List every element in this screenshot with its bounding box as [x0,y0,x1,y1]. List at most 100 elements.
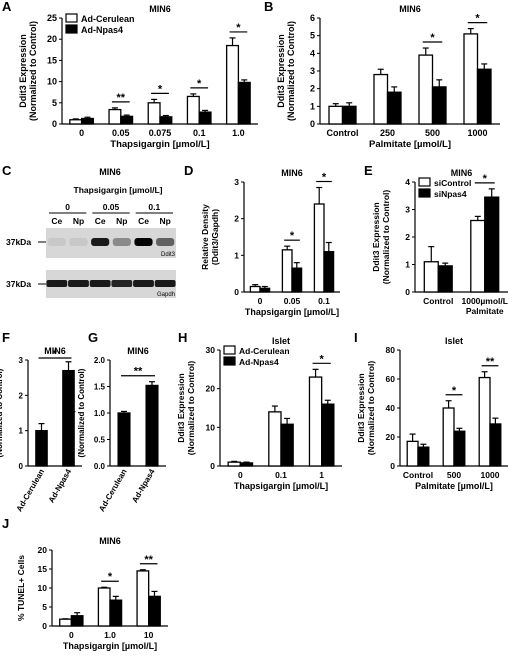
y-tick-label: 1.5 [94,383,106,392]
y-tick-label: 3 [19,356,24,365]
x-tick-label: Ad-Cerulean [15,467,47,513]
x-tick-label: 0.1 [193,128,206,138]
bar [145,384,159,467]
blot-band-gapdh [46,280,68,287]
y-tick-label: 3 [405,205,410,215]
lane-label: Ce [51,216,62,226]
bar [423,261,439,293]
y-tick-label: 15 [38,564,48,574]
legend-label: siNpas4 [434,189,467,199]
x-tick-label: 0 [79,128,84,138]
legend-swatch [223,356,236,366]
blot-membrane-top [46,228,176,258]
bar [239,462,254,467]
lane-label: Np [73,216,84,226]
y-tick-label: 15 [47,55,57,65]
panel-letter: I [354,330,358,345]
y-tick-label: 0.5 [94,436,106,445]
x-tick-label: Ad-Cerulean [97,467,129,513]
y-tick-label: 4 [310,48,315,58]
x-tick-label: 0 [69,630,74,640]
x-tick-label: Control [403,470,433,480]
y-tick-label: 10 [206,422,216,432]
x-tick-label: 1000µmol/L [462,296,508,306]
x-tick-label: Control [327,128,359,138]
legend-swatch [418,177,431,187]
x-tick-label: 10 [144,630,154,640]
y-tick-label: 2 [405,232,410,242]
bar [249,285,261,293]
bar [328,105,344,125]
y-axis-label: (Normalized to Control) [28,21,38,121]
x-axis-label: Thapsigargin [µmol/L] [234,481,328,491]
significance-marker: ** [134,366,143,378]
y-tick-label: 0 [210,461,215,471]
y-tick-label: 2 [310,84,315,94]
bar [478,376,491,467]
y-axis-label: Ddit3 Expression [371,202,381,271]
bar [136,570,150,627]
chart-panel-i: I Islet 0 20 40 60 80 Ddit3 Expression (Normaliz… [354,330,508,491]
x-tick-label: 1.0 [232,128,245,138]
x-tick-label: Palmitate [466,306,504,316]
chart-title: MIN6 [149,4,171,14]
x-tick-label: Control [423,296,453,306]
bar [59,618,72,627]
y-tick-label: 80 [386,345,396,355]
bar [259,287,271,293]
legend-swatch [65,13,78,23]
blot-panel-c: C MIN6 Thapsigargin [µmol/L] 0 0.05 0.1 Ce Np Ce… [2,163,176,298]
y-tick-label: 0 [390,461,395,471]
blot-title: MIN6 [99,167,121,177]
significance-marker: * [290,230,295,242]
x-tick-label: 0.05 [284,296,301,306]
x-axis-label: Thapsigargin [µmol/L] [63,641,157,651]
bar [431,86,447,125]
legend-swatch [418,188,431,198]
chart-title: Islet [445,336,463,346]
blot-band-ddit3 [134,238,153,246]
bar [476,68,492,125]
chart-title: MIN6 [44,346,66,356]
y-tick-label: 0.0 [94,462,106,471]
x-tick-label: 500 [447,470,461,480]
chart-panel-e: E MIN6 0 1 2 3 4 Ddit3 Expression (Normalized to… [364,163,508,316]
chart-title: MIN6 [399,4,421,14]
y-axis-label: Ddit3 Expression [176,373,186,442]
chart-title: Islet [272,336,290,346]
y-tick-label: 5 [52,98,57,108]
bar [69,119,83,125]
x-tick-label: 1.0 [104,630,116,640]
y-axis-label: (Normalized to Control) [186,361,196,456]
x-axis-label: Thapsigargin [µmol/L] [245,307,339,317]
bar [313,203,325,293]
blot-band-gapdh [68,280,89,287]
bar [108,108,122,125]
lane-label: Ce [138,216,149,226]
x-tick-label: Ad-Npas4 [130,467,157,504]
blot-band-ddit3 [47,238,66,246]
y-tick-label: 5 [310,31,315,41]
significance-marker: * [475,13,480,25]
bar [341,105,357,125]
mw-marker-top: 37kDa [6,237,31,247]
y-axis-label: Ddit3 Expression [356,373,366,442]
y-tick-label: 0 [234,287,239,297]
y-axis-label: Ddit3 Expression [276,34,286,108]
bar [291,267,303,293]
legend-label: Ad-Npas4 [81,25,123,35]
y-tick-label: 60 [386,374,396,384]
bar [437,265,453,293]
dose-label: 0.05 [103,202,120,212]
chart-panel-d: D MIN6 0 1 2 3 Relative Density (Ddit3/Gapdh) 0 0… [184,163,340,317]
bar [225,44,240,125]
y-axis-label: (Normalized to Control) [0,368,4,457]
y-tick-label: 6 [310,13,315,23]
legend-label: siControl [434,178,471,188]
x-tick-label: 0 [238,470,243,480]
chart-title: MIN6 [99,536,121,546]
x-tick-label: 500 [425,128,440,138]
